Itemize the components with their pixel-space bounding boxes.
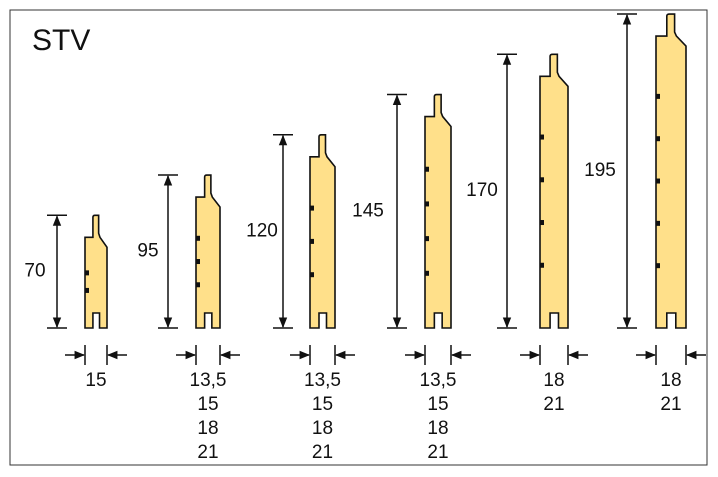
height-label: 145 (352, 200, 384, 221)
nail-mark (540, 177, 544, 183)
nail-mark (85, 287, 89, 293)
nail-mark (85, 270, 89, 276)
nail-mark (425, 201, 429, 207)
profile (195, 174, 221, 329)
nail-mark (310, 238, 314, 244)
thickness-label: 21 (312, 442, 333, 463)
thickness-label: 13,5 (304, 370, 341, 391)
thickness-label: 15 (312, 394, 333, 415)
thickness-label: 18 (427, 418, 448, 439)
nail-mark (656, 93, 660, 99)
height-label: 195 (584, 160, 616, 181)
nail-mark (196, 235, 200, 241)
profile (424, 93, 452, 329)
thickness-label: 21 (427, 442, 448, 463)
thickness-label: 15 (197, 394, 218, 415)
height-label: 70 (24, 261, 45, 282)
nail-mark (425, 166, 429, 172)
nail-mark (540, 134, 544, 140)
nail-mark (425, 236, 429, 242)
thickness-label: 18 (543, 370, 564, 391)
profile (309, 134, 336, 329)
thickness-label: 13,5 (420, 370, 457, 391)
nail-mark (540, 220, 544, 226)
thickness-label: 18 (660, 370, 681, 391)
nail-mark (656, 220, 660, 226)
thickness-label: 15 (85, 370, 106, 391)
height-label: 95 (137, 241, 158, 262)
thickness-label: 21 (660, 394, 681, 415)
nail-mark (540, 262, 544, 268)
profile (84, 214, 108, 329)
nail-mark (656, 136, 660, 142)
nail-mark (656, 178, 660, 184)
nail-mark (310, 205, 314, 211)
frame (9, 9, 708, 466)
thickness-label: 18 (197, 418, 218, 439)
profile (539, 53, 569, 329)
thickness-label: 13,5 (190, 370, 227, 391)
nail-mark (196, 282, 200, 288)
thickness-label: 21 (543, 394, 564, 415)
nail-mark (656, 263, 660, 269)
thickness-label: 18 (312, 418, 333, 439)
nail-mark (425, 270, 429, 276)
height-label: 120 (246, 220, 278, 241)
nail-mark (196, 259, 200, 265)
thickness-label: 21 (197, 442, 218, 463)
title: STV (32, 24, 90, 57)
thickness-label: 15 (427, 394, 448, 415)
profile (655, 13, 687, 329)
nail-mark (310, 272, 314, 278)
height-label: 170 (466, 180, 498, 201)
